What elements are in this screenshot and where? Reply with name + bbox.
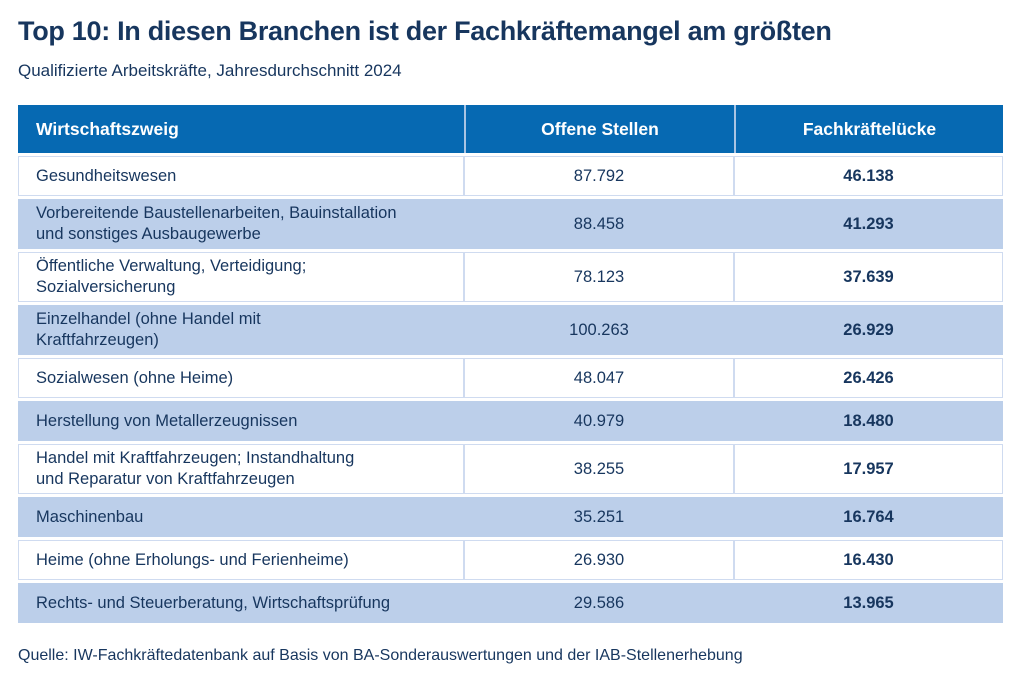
skills-gap-cell: 26.929 bbox=[734, 302, 1003, 356]
table-row: Handel mit Kraftfahrzeugen; Instandhaltu… bbox=[18, 441, 1003, 495]
branch-name-cell: Gesundheitswesen bbox=[18, 153, 464, 197]
column-header-wirtschaftszweig: Wirtschaftszweig bbox=[18, 105, 464, 154]
open-positions-cell: 87.792 bbox=[464, 153, 734, 197]
open-positions-cell: 88.458 bbox=[464, 196, 734, 250]
source-note: Quelle: IW-Fachkräftedatenbank auf Basis… bbox=[18, 647, 743, 665]
skills-gap-cell: 13.965 bbox=[734, 580, 1003, 624]
branch-name-cell: Vorbereitende Baustellenarbeiten, Bauins… bbox=[18, 196, 464, 250]
table-row: Gesundheitswesen 87.792 46.138 bbox=[18, 153, 1003, 197]
table-row: Einzelhandel (ohne Handel mit Kraftfahrz… bbox=[18, 302, 1003, 356]
column-header-fachkraefteluecke: Fachkräftelücke bbox=[734, 105, 1003, 154]
open-positions-cell: 35.251 bbox=[464, 494, 734, 538]
branch-name-cell: Sozialwesen (ohne Heime) bbox=[18, 355, 464, 399]
skills-shortage-table: Wirtschaftszweig Offene Stellen Fachkräf… bbox=[18, 105, 1003, 624]
table-row: Heime (ohne Erholungs- und Ferienheime) … bbox=[18, 537, 1003, 581]
branch-name-cell: Rechts- und Steuerberatung, Wirtschaftsp… bbox=[18, 580, 464, 624]
open-positions-cell: 78.123 bbox=[464, 249, 734, 303]
skills-gap-cell: 41.293 bbox=[734, 196, 1003, 250]
table-row: Maschinenbau 35.251 16.764 bbox=[18, 494, 1003, 538]
skills-gap-cell: 18.480 bbox=[734, 398, 1003, 442]
branch-name-cell: Einzelhandel (ohne Handel mit Kraftfahrz… bbox=[18, 302, 464, 356]
skills-gap-cell: 16.764 bbox=[734, 494, 1003, 538]
open-positions-cell: 40.979 bbox=[464, 398, 734, 442]
page-title: Top 10: In diesen Branchen ist der Fachk… bbox=[18, 16, 832, 46]
branch-name-cell: Herstellung von Metallerzeugnissen bbox=[18, 398, 464, 442]
table-row: Vorbereitende Baustellenarbeiten, Bauins… bbox=[18, 196, 1003, 250]
branch-name-cell: Maschinenbau bbox=[18, 494, 464, 538]
branch-name-cell: Handel mit Kraftfahrzeugen; Instandhaltu… bbox=[18, 441, 464, 495]
open-positions-cell: 26.930 bbox=[464, 537, 734, 581]
table-row: Sozialwesen (ohne Heime) 48.047 26.426 bbox=[18, 355, 1003, 399]
skills-gap-cell: 37.639 bbox=[734, 249, 1003, 303]
skills-gap-cell: 16.430 bbox=[734, 537, 1003, 581]
open-positions-cell: 48.047 bbox=[464, 355, 734, 399]
skills-gap-cell: 17.957 bbox=[734, 441, 1003, 495]
table-header-row: Wirtschaftszweig Offene Stellen Fachkräf… bbox=[18, 105, 1003, 154]
skills-gap-cell: 26.426 bbox=[734, 355, 1003, 399]
branch-name-cell: Heime (ohne Erholungs- und Ferienheime) bbox=[18, 537, 464, 581]
table-header: Wirtschaftszweig Offene Stellen Fachkräf… bbox=[18, 105, 1003, 154]
table-row: Öffentliche Verwaltung, Verteidigung; So… bbox=[18, 249, 1003, 303]
page-subtitle: Qualifizierte Arbeitskräfte, Jahresdurch… bbox=[18, 61, 402, 81]
open-positions-cell: 38.255 bbox=[464, 441, 734, 495]
open-positions-cell: 100.263 bbox=[464, 302, 734, 356]
infographic-page: Top 10: In diesen Branchen ist der Fachk… bbox=[18, 16, 1003, 665]
skills-gap-cell: 46.138 bbox=[734, 153, 1003, 197]
table-row: Herstellung von Metallerzeugnissen 40.97… bbox=[18, 398, 1003, 442]
branch-name-cell: Öffentliche Verwaltung, Verteidigung; So… bbox=[18, 249, 464, 303]
table-body: Gesundheitswesen 87.792 46.138 Vorbereit… bbox=[18, 153, 1003, 624]
open-positions-cell: 29.586 bbox=[464, 580, 734, 624]
table-row: Rechts- und Steuerberatung, Wirtschaftsp… bbox=[18, 580, 1003, 624]
column-header-offene-stellen: Offene Stellen bbox=[464, 105, 734, 154]
